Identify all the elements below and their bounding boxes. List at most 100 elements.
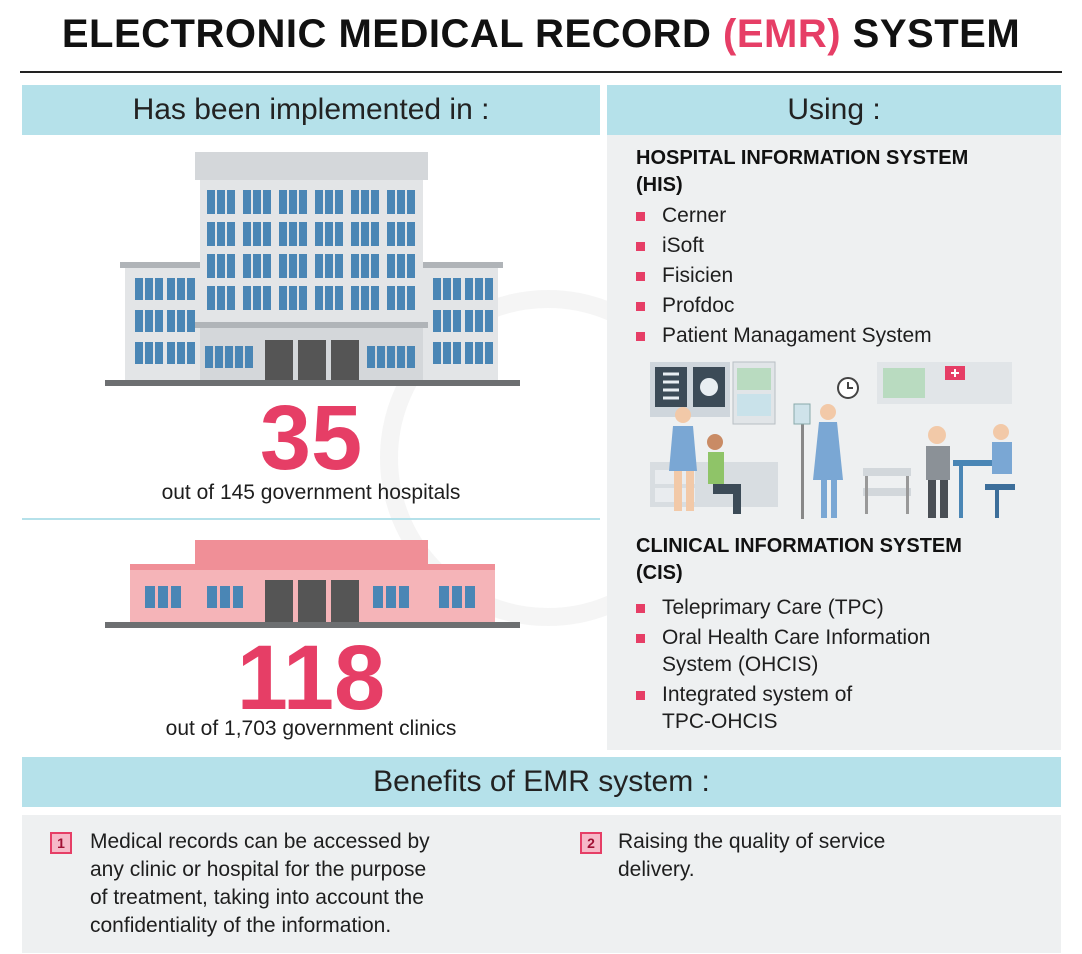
window-pane [443,310,451,332]
window-pane [279,190,287,214]
benefit-line: Medical records can be accessed by [90,830,430,853]
window-pane [351,190,359,214]
window-pane [443,342,451,364]
window-pane [243,286,251,310]
window-pane [227,222,235,246]
window-pane [371,190,379,214]
title-accent: (EMR) [723,12,842,56]
cis-title-line1: CLINICAL INFORMATION SYSTEM [636,535,962,557]
hospital-count: 35 [259,387,363,489]
window-pane [325,286,333,310]
window-pane [135,278,143,300]
page-title: ELECTRONIC MEDICAL RECORD (EMR) SYSTEM [0,12,1082,57]
window-pane [299,190,307,214]
window-pane [361,286,369,310]
window-pane [397,222,405,246]
benefit-number-badge: 1 [50,832,72,854]
window-pane [397,254,405,278]
window-pane [315,222,323,246]
list-item: iSoft [632,232,1052,259]
window-pane [235,346,243,368]
window-pane [155,278,163,300]
benefit-item: Raising the quality of service delivery. [618,828,1038,884]
window-pane [433,278,441,300]
window-pane [485,342,493,364]
window-pane [335,254,343,278]
window-pane [367,346,375,368]
window-pane [397,190,405,214]
window-pane [325,254,333,278]
window-pane [325,222,333,246]
window-pane [325,190,333,214]
window-pane [289,222,297,246]
window-pane [205,346,213,368]
window-pane [453,342,461,364]
list-item-line: Oral Health Care Information [662,626,931,649]
window-pane [433,310,441,332]
window-pane [177,310,185,332]
window-pane [407,346,415,368]
window-pane [167,310,175,332]
window-pane [135,310,143,332]
window-pane [217,254,225,278]
window-pane [217,222,225,246]
his-title-line2: (HIS) [636,174,683,196]
cis-list: Teleprimary Care (TPC) Oral Health Care … [632,594,1052,738]
window-pane [279,286,287,310]
window-pane [167,342,175,364]
his-title-line1: HOSPITAL INFORMATION SYSTEM [636,147,969,169]
window-pane [407,190,415,214]
window-pane [243,190,251,214]
window-pane [465,310,473,332]
benefit-line: delivery. [618,858,695,881]
window-pane [207,254,215,278]
window-pane [245,346,253,368]
window-pane [387,254,395,278]
list-item-line: System (OHCIS) [662,653,819,676]
title-suffix: SYSTEM [841,12,1021,56]
window-pane [263,254,271,278]
window-pane [351,286,359,310]
window-pane [289,190,297,214]
window-pane [263,222,271,246]
window-pane [155,310,163,332]
window-pane [279,254,287,278]
window-pane [289,254,297,278]
window-pane [335,190,343,214]
benefits-panel [22,815,1061,953]
list-item: Cerner [632,202,1052,229]
window-pane [453,310,461,332]
his-title: HOSPITAL INFORMATION SYSTEM (HIS) [636,145,1056,199]
window-pane [465,342,473,364]
window-pane [387,190,395,214]
cis-title-line2: (CIS) [636,562,683,584]
window-pane [135,342,143,364]
window-pane [377,346,385,368]
benefit-line: confidentiality of the information. [90,914,392,937]
window-pane [299,254,307,278]
window-pane [263,286,271,310]
window-pane [485,278,493,300]
window-pane [227,286,235,310]
hospital-caption: out of 145 government hospitals [161,481,461,504]
window-pane [387,286,395,310]
window-pane [207,286,215,310]
window-pane [371,222,379,246]
window-pane [253,254,261,278]
window-pane [443,278,451,300]
window-pane [387,222,395,246]
benefits-heading: Benefits of EMR system : [22,757,1061,807]
window-pane [485,310,493,332]
window-pane [289,286,297,310]
window-pane [145,310,153,332]
window-pane [243,222,251,246]
implemented-heading: Has been implemented in : [22,85,600,135]
window-pane [207,222,215,246]
list-item: Teleprimary Care (TPC) [632,594,1052,621]
window-pane [335,286,343,310]
window-pane [299,286,307,310]
medical-staff-illustration [650,361,1015,519]
window-pane [145,342,153,364]
window-pane [351,254,359,278]
hospital-building-icon [105,152,520,386]
